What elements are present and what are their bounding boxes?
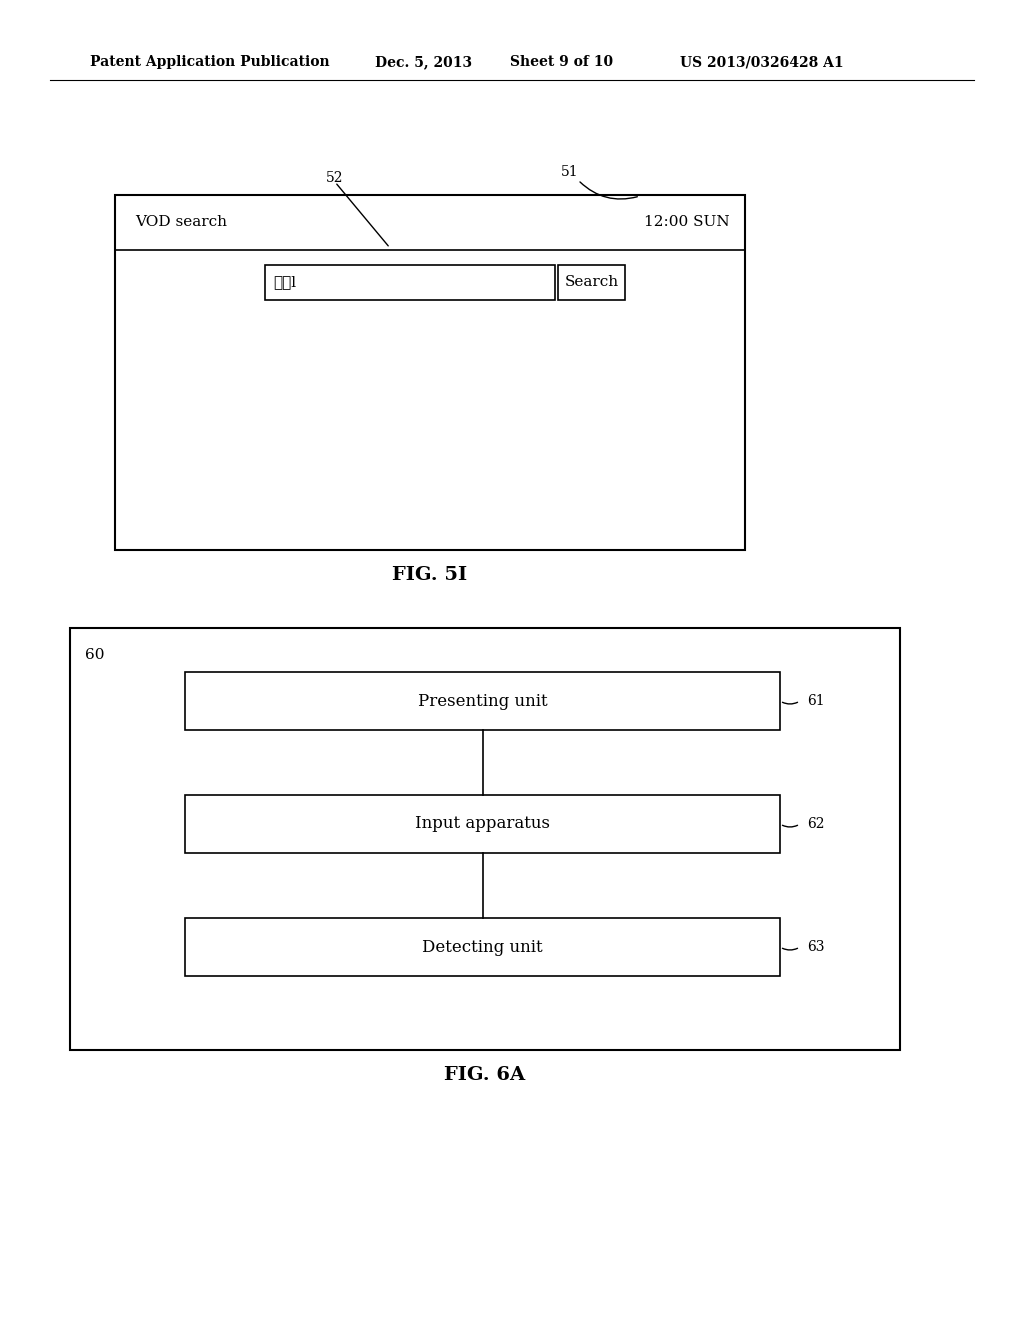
Bar — [185, 672, 780, 730]
Text: Detecting unit: Detecting unit — [422, 939, 543, 956]
Text: Dec. 5, 2013: Dec. 5, 2013 — [375, 55, 472, 69]
Text: 12:00 SUN: 12:00 SUN — [644, 215, 730, 230]
Bar — [558, 265, 625, 300]
Text: 60: 60 — [85, 648, 104, 663]
Text: Search: Search — [564, 276, 618, 289]
Text: Input apparatus: Input apparatus — [415, 816, 550, 833]
Text: FIG. 6A: FIG. 6A — [444, 1067, 525, 1084]
Text: US 2013/0326428 A1: US 2013/0326428 A1 — [680, 55, 844, 69]
Text: Presenting unit: Presenting unit — [418, 693, 547, 710]
Text: VOD search: VOD search — [135, 215, 227, 230]
Bar — [185, 917, 780, 975]
Bar — [70, 628, 900, 1049]
Bar — [185, 795, 780, 853]
Bar — [265, 265, 555, 300]
Text: 52: 52 — [327, 172, 344, 185]
Text: Sheet 9 of 10: Sheet 9 of 10 — [510, 55, 613, 69]
Text: 51: 51 — [561, 165, 579, 180]
Text: FIG. 5I: FIG. 5I — [392, 566, 468, 583]
Text: 62: 62 — [807, 817, 824, 832]
Text: Patent Application Publication: Patent Application Publication — [90, 55, 330, 69]
Text: 63: 63 — [807, 940, 824, 954]
Bar — [115, 195, 745, 550]
Text: 你好l: 你好l — [273, 276, 296, 289]
Text: 61: 61 — [807, 694, 824, 708]
